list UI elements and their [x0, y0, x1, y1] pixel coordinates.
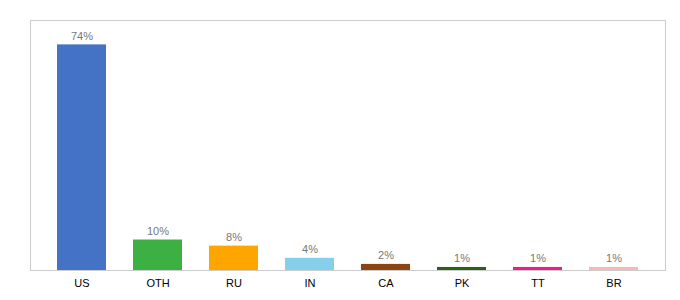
svg-text:IN: IN	[305, 277, 316, 289]
svg-text:1%: 1%	[606, 252, 622, 264]
svg-text:1%: 1%	[454, 252, 470, 264]
svg-text:OTH: OTH	[146, 277, 169, 289]
svg-text:CA: CA	[378, 277, 394, 289]
svg-text:1%: 1%	[530, 252, 546, 264]
svg-text:BR: BR	[606, 277, 621, 289]
svg-text:TT: TT	[531, 277, 545, 289]
svg-text:PK: PK	[455, 277, 470, 289]
svg-text:US: US	[74, 277, 89, 289]
svg-text:74%: 74%	[71, 30, 93, 42]
svg-text:2%: 2%	[378, 249, 394, 261]
svg-text:8%: 8%	[226, 231, 242, 243]
svg-text:10%: 10%	[147, 225, 169, 237]
svg-text:RU: RU	[226, 277, 242, 289]
svg-text:4%: 4%	[302, 243, 318, 255]
